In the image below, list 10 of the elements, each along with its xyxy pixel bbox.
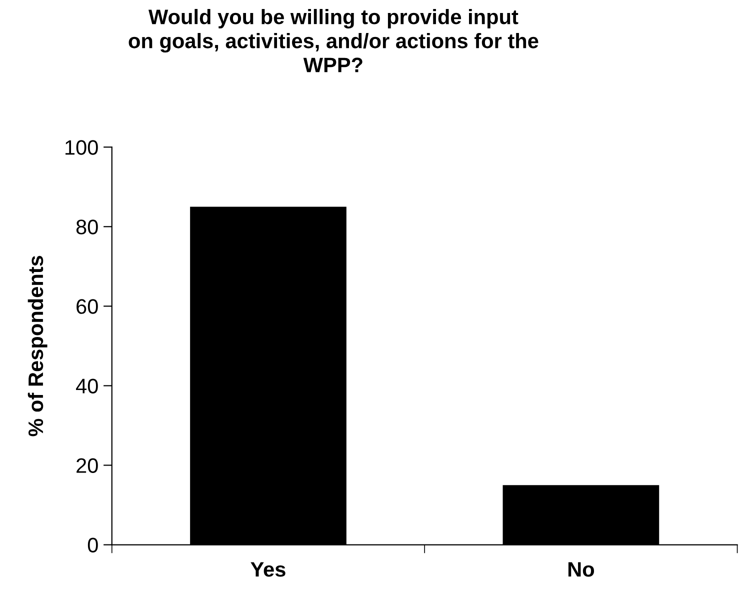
y-tick-label: 40 <box>76 378 98 394</box>
x-tick-label: No <box>568 562 594 577</box>
y-tick-label: 60 <box>76 299 98 314</box>
y-tick-label: 80 <box>76 220 98 234</box>
y-tick-label: 20 <box>76 458 98 473</box>
y-axis-title: % of Respondents <box>28 256 48 436</box>
y-tick-label: 0 <box>88 538 98 553</box>
chart-title: Would you be willing to provide input on goals, activities, and/or actions for the WPP? <box>128 8 538 72</box>
y-tick-label: 100 <box>66 140 98 155</box>
x-tick-label: Yes <box>250 562 286 577</box>
